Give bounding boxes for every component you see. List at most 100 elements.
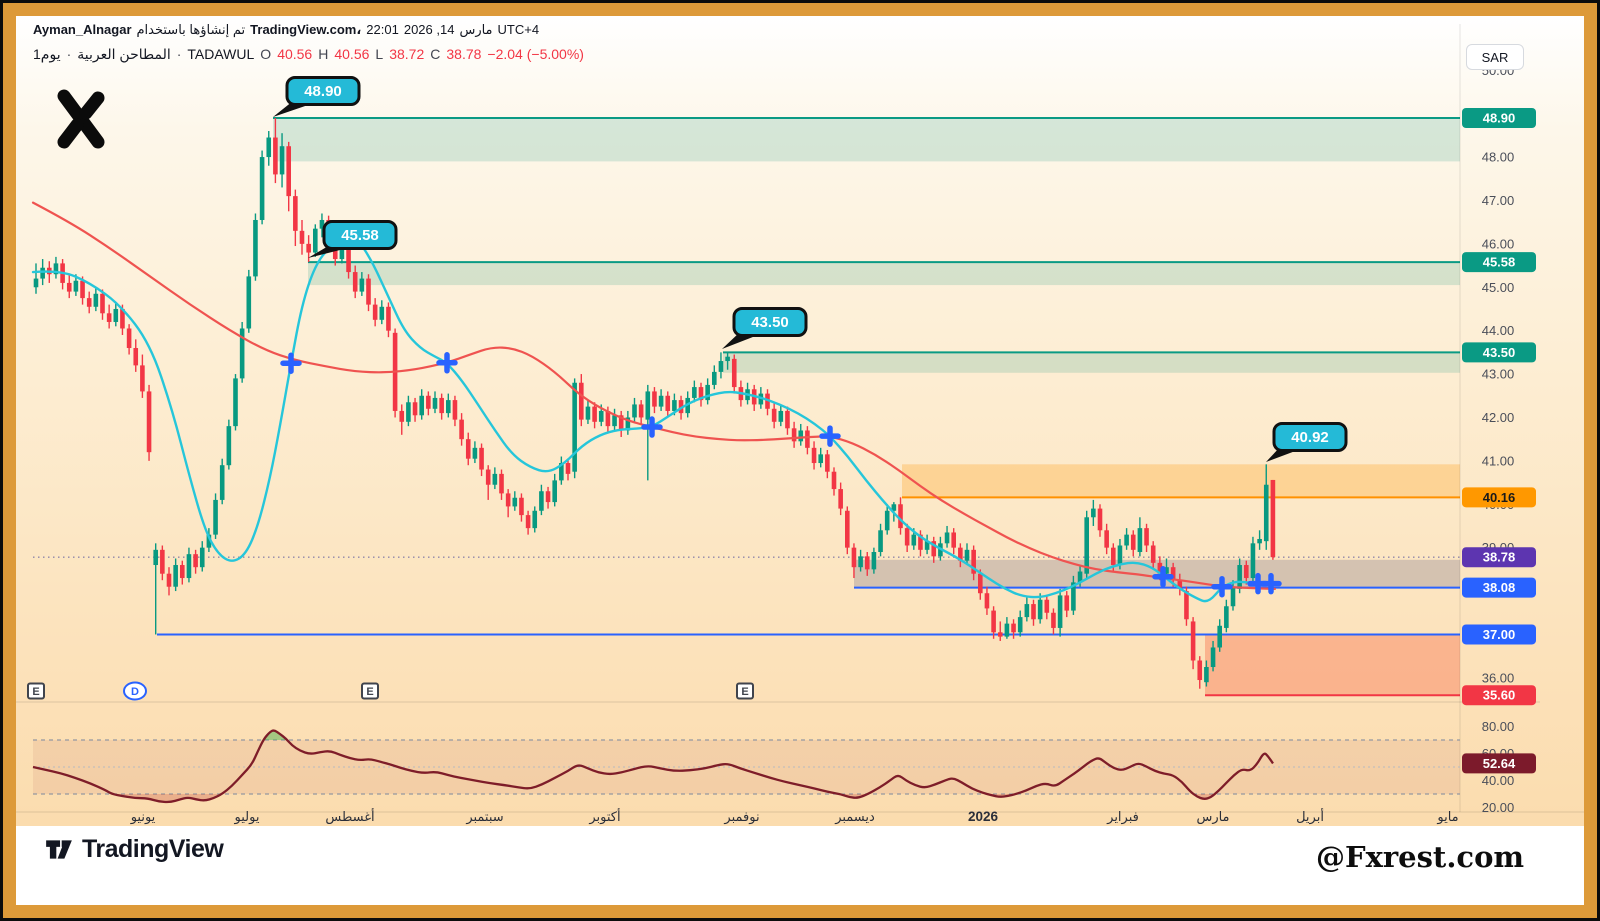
- price-badge-43.50: [1462, 342, 1536, 363]
- candle-body: [1124, 534, 1129, 546]
- price-tick-label: 42.00: [1482, 410, 1515, 425]
- candle-body: [120, 308, 125, 329]
- symbol-part-1: ·: [66, 46, 72, 62]
- candle-body: [1071, 582, 1076, 611]
- dividend-badge[interactable]: [123, 681, 147, 701]
- candle-body: [1111, 547, 1116, 566]
- candle-body: [1150, 545, 1156, 563]
- candle-body: [239, 328, 245, 379]
- candle-body: [924, 541, 930, 550]
- time-tick-label: فبراير: [1106, 809, 1139, 825]
- price-badge-label: 35.60: [1483, 688, 1516, 703]
- price-badge-label: 45.58: [1483, 255, 1516, 270]
- currency-button[interactable]: SAR: [1466, 44, 1524, 70]
- candle-body: [140, 365, 145, 392]
- rsi-line: [32, 729, 1274, 804]
- callout-label: 43.50: [751, 314, 789, 331]
- earnings-badge[interactable]: [736, 682, 754, 700]
- price-badge-label: 43.50: [1483, 345, 1516, 360]
- candle-body: [878, 530, 883, 552]
- time-tick-label: مايو: [1436, 809, 1458, 825]
- candle-body: [213, 499, 218, 535]
- candle-body: [426, 395, 431, 409]
- candle-body: [1197, 660, 1203, 681]
- credit-part-1: تم إنشاؤها باستخدام: [136, 22, 246, 37]
- price-tick-label: 36.00: [1482, 670, 1515, 685]
- candle-body: [100, 293, 105, 314]
- symbol-part-13: −2.04 (−5.00%): [487, 46, 584, 62]
- price-tick-label: 43.00: [1482, 367, 1515, 382]
- candle-body: [1177, 580, 1183, 589]
- price-badge-38.78: [1462, 547, 1536, 568]
- x-logo-icon: [57, 89, 105, 149]
- crossover-marker: [436, 352, 458, 374]
- candle-body: [259, 157, 265, 220]
- candle-body: [173, 565, 178, 587]
- candle-body: [492, 473, 498, 485]
- tradingview-logo-text: TradingView: [82, 834, 224, 863]
- candle-body: [712, 371, 717, 385]
- candle-body: [33, 278, 39, 288]
- earnings-badge[interactable]: [27, 682, 45, 700]
- price-badge-label: 37.00: [1483, 627, 1516, 642]
- candle-body: [652, 391, 657, 407]
- callout-43.50[interactable]: [732, 307, 808, 337]
- callout-48.90[interactable]: [285, 76, 361, 106]
- symbol-part-5: O: [260, 46, 272, 62]
- candle-body: [1170, 567, 1176, 581]
- time-tick-label: أكتوبر: [588, 808, 620, 825]
- candle-body: [406, 402, 411, 422]
- candle-body: [153, 549, 158, 566]
- candle-body: [1077, 571, 1083, 583]
- time-tick-label: مارس: [1196, 809, 1229, 825]
- candle-body: [1164, 567, 1169, 574]
- candle-body: [1270, 479, 1276, 558]
- candle-body: [186, 554, 192, 579]
- rsi-overbought-fill: [263, 729, 288, 740]
- earnings-badge[interactable]: [361, 682, 379, 700]
- symbol-part-9: L: [375, 46, 384, 62]
- tradingview-logo[interactable]: TradingView: [44, 834, 224, 864]
- callout-40.92[interactable]: [1272, 422, 1348, 452]
- candle-body: [978, 573, 983, 594]
- price-zone-37: [1205, 634, 1460, 696]
- currency-label: SAR: [1481, 49, 1509, 65]
- candle-body: [984, 593, 990, 609]
- candle-body: [180, 565, 185, 579]
- candle-body: [964, 549, 970, 561]
- candle-body: [1250, 543, 1256, 579]
- candle-body: [146, 391, 152, 453]
- price-badge-40.16: [1462, 487, 1536, 508]
- candle-body: [1097, 508, 1103, 531]
- candle-body: [1237, 565, 1242, 589]
- candle-body: [805, 430, 810, 448]
- candle-body: [771, 408, 777, 422]
- candle-body: [293, 196, 298, 231]
- price-tick-label: 46.00: [1482, 236, 1515, 251]
- candle-body: [266, 137, 272, 158]
- symbol-part-12: 38.78: [446, 46, 482, 62]
- candle-body: [825, 454, 830, 472]
- candle-body: [1244, 565, 1249, 579]
- candle-body: [692, 387, 697, 398]
- price-tick-label: 41.00: [1482, 453, 1515, 468]
- candle-body: [898, 504, 903, 529]
- candle-body: [891, 504, 897, 511]
- candle-body: [452, 400, 458, 420]
- candle-body: [1024, 604, 1030, 618]
- symbol-info-bar[interactable]: 1يوم · المطاحن العربية · TADAWUL O 40.56 H 40.56…: [33, 46, 584, 63]
- candle-body: [559, 463, 564, 481]
- candle-body: [465, 439, 471, 459]
- ma-slow-line: [31, 201, 1277, 590]
- candle-body: [951, 532, 956, 548]
- candle-body: [273, 137, 278, 175]
- candle-body: [1084, 517, 1089, 574]
- candle-body: [838, 489, 843, 509]
- candle-body: [818, 454, 823, 464]
- candle-body: [512, 497, 518, 507]
- candle-body: [658, 395, 664, 407]
- price-badge-35.60: [1462, 685, 1536, 706]
- candle-body: [858, 556, 863, 568]
- callout-45.58[interactable]: [322, 220, 398, 250]
